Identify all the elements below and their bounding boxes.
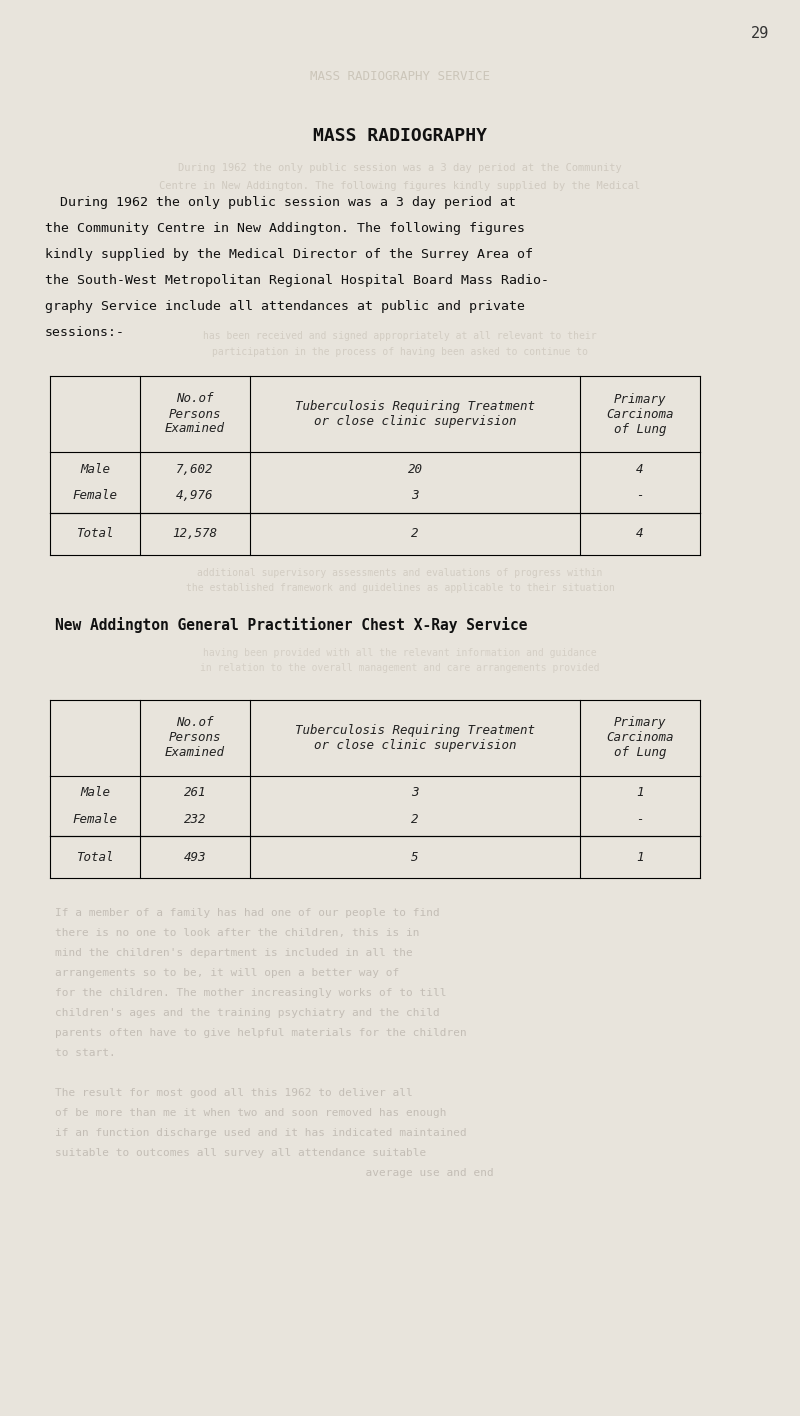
Text: arrangements so to be, it will open a better way of: arrangements so to be, it will open a be… (55, 969, 399, 978)
Text: 1: 1 (636, 851, 644, 864)
Text: 232: 232 (184, 813, 206, 826)
Text: 4: 4 (636, 527, 644, 539)
Text: parents often have to give helpful materials for the children: parents often have to give helpful mater… (55, 1028, 466, 1038)
Text: Primary
Carcinoma
of Lung: Primary Carcinoma of Lung (606, 392, 674, 436)
Text: 493: 493 (184, 851, 206, 864)
Text: Primary
Carcinoma
of Lung: Primary Carcinoma of Lung (606, 716, 674, 759)
Text: of be more than me it when two and soon removed has enough: of be more than me it when two and soon … (55, 1109, 446, 1119)
Text: children's ages and the training psychiatry and the child: children's ages and the training psychia… (55, 1008, 440, 1018)
Text: to start.: to start. (55, 1048, 116, 1058)
Text: suitable to outcomes all survey all attendance suitable: suitable to outcomes all survey all atte… (55, 1148, 426, 1158)
Text: 20: 20 (407, 463, 422, 476)
Text: 3: 3 (411, 786, 418, 799)
Text: Centre in New Addington. The following figures kindly supplied by the Medical: Centre in New Addington. The following f… (159, 181, 641, 191)
Text: graphy Service include all attendances at public and private: graphy Service include all attendances a… (45, 300, 525, 313)
Text: 29: 29 (751, 25, 769, 41)
Text: 7,602: 7,602 (176, 463, 214, 476)
Text: having been provided with all the relevant information and guidance: having been provided with all the releva… (203, 647, 597, 657)
Text: in relation to the overall management and care arrangements provided: in relation to the overall management an… (200, 663, 600, 673)
Text: if an function discharge used and it has indicated maintained: if an function discharge used and it has… (55, 1129, 466, 1138)
Text: Tuberculosis Requiring Treatment
or close clinic supervision: Tuberculosis Requiring Treatment or clos… (295, 399, 535, 428)
Text: During 1962 the only public session was a 3 day period at the Community: During 1962 the only public session was … (178, 163, 622, 173)
Text: 1: 1 (636, 786, 644, 799)
Text: kindly supplied by the Medical Director of the Surrey Area of: kindly supplied by the Medical Director … (45, 248, 533, 261)
Text: -: - (636, 813, 644, 826)
Text: MASS RADIOGRAPHY SERVICE: MASS RADIOGRAPHY SERVICE (310, 69, 490, 82)
Text: for the children. The mother increasingly works of to till: for the children. The mother increasingl… (55, 988, 446, 998)
Text: Total: Total (76, 527, 114, 539)
Text: The result for most good all this 1962 to deliver all: The result for most good all this 1962 t… (55, 1089, 413, 1099)
Text: Male: Male (80, 786, 110, 799)
Text: the established framework and guidelines as applicable to their situation: the established framework and guidelines… (186, 582, 614, 593)
Text: New Addington General Practitioner Chest X-Ray Service: New Addington General Practitioner Chest… (55, 616, 527, 633)
Text: Female: Female (73, 490, 118, 503)
Text: participation in the process of having been asked to continue to: participation in the process of having b… (212, 347, 588, 357)
Text: No.of
Persons
Examined: No.of Persons Examined (165, 392, 225, 436)
Text: 4,976: 4,976 (176, 490, 214, 503)
Text: -: - (636, 490, 644, 503)
Text: Total: Total (76, 851, 114, 864)
Text: 3: 3 (411, 490, 418, 503)
Text: sessions:-: sessions:- (45, 326, 125, 338)
Text: there is no one to look after the children, this is in: there is no one to look after the childr… (55, 929, 419, 939)
Text: 12,578: 12,578 (173, 527, 218, 539)
Text: Female: Female (73, 813, 118, 826)
Text: average use and end: average use and end (55, 1168, 494, 1178)
Text: additional supervisory assessments and evaluations of progress within: additional supervisory assessments and e… (198, 568, 602, 578)
Text: the Community Centre in New Addington. The following figures: the Community Centre in New Addington. T… (45, 222, 525, 235)
Text: 2: 2 (411, 813, 418, 826)
Text: Male: Male (80, 463, 110, 476)
Text: No.of
Persons
Examined: No.of Persons Examined (165, 716, 225, 759)
Text: MASS RADIOGRAPHY: MASS RADIOGRAPHY (313, 127, 487, 144)
Text: the South-West Metropolitan Regional Hospital Board Mass Radio-: the South-West Metropolitan Regional Hos… (45, 275, 549, 287)
Text: Tuberculosis Requiring Treatment
or close clinic supervision: Tuberculosis Requiring Treatment or clos… (295, 724, 535, 752)
Text: 5: 5 (411, 851, 418, 864)
Text: 2: 2 (411, 527, 418, 539)
Text: 261: 261 (184, 786, 206, 799)
Text: 4: 4 (636, 463, 644, 476)
Text: has been received and signed appropriately at all relevant to their: has been received and signed appropriate… (203, 331, 597, 341)
Text: If a member of a family has had one of our people to find: If a member of a family has had one of o… (55, 908, 440, 918)
Text: During 1962 the only public session was a 3 day period at: During 1962 the only public session was … (60, 195, 516, 210)
Text: mind the children's department is included in all the: mind the children's department is includ… (55, 949, 413, 959)
